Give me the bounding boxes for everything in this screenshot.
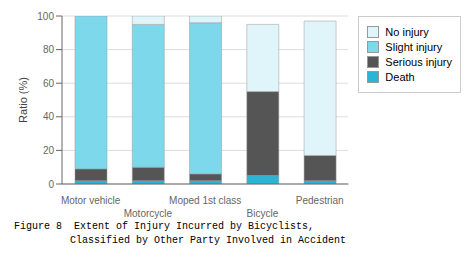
svg-text:Motorcycle: Motorcycle <box>124 208 173 219</box>
svg-text:Pedestrian: Pedestrian <box>296 195 344 206</box>
svg-text:0: 0 <box>48 179 54 190</box>
svg-text:Bicycle: Bicycle <box>247 208 279 219</box>
svg-text:20: 20 <box>43 145 55 156</box>
svg-text:Moped 1st class: Moped 1st class <box>169 195 241 206</box>
svg-text:Motor vehicle: Motor vehicle <box>61 195 121 206</box>
html-text:Serious injury: Serious injury <box>385 56 452 68</box>
svg-text:100: 100 <box>37 11 54 22</box>
html-text:Slight injury: Slight injury <box>385 41 443 53</box>
html-text:Classified by Other Party Invo: Classified by Other Party Involved in Ac… <box>70 235 346 246</box>
svg-text:40: 40 <box>43 111 55 122</box>
html-text:Figure 8 Extent of Injury Incu: Figure 8 Extent of Injury Incurred by Bi… <box>14 221 315 232</box>
svg-text:80: 80 <box>43 44 55 55</box>
html-text:No injury: No injury <box>385 26 429 38</box>
svg-text:Ratio (%): Ratio (%) <box>17 77 29 123</box>
svg-text:60: 60 <box>43 78 55 89</box>
html-text:Death: Death <box>385 71 415 83</box>
